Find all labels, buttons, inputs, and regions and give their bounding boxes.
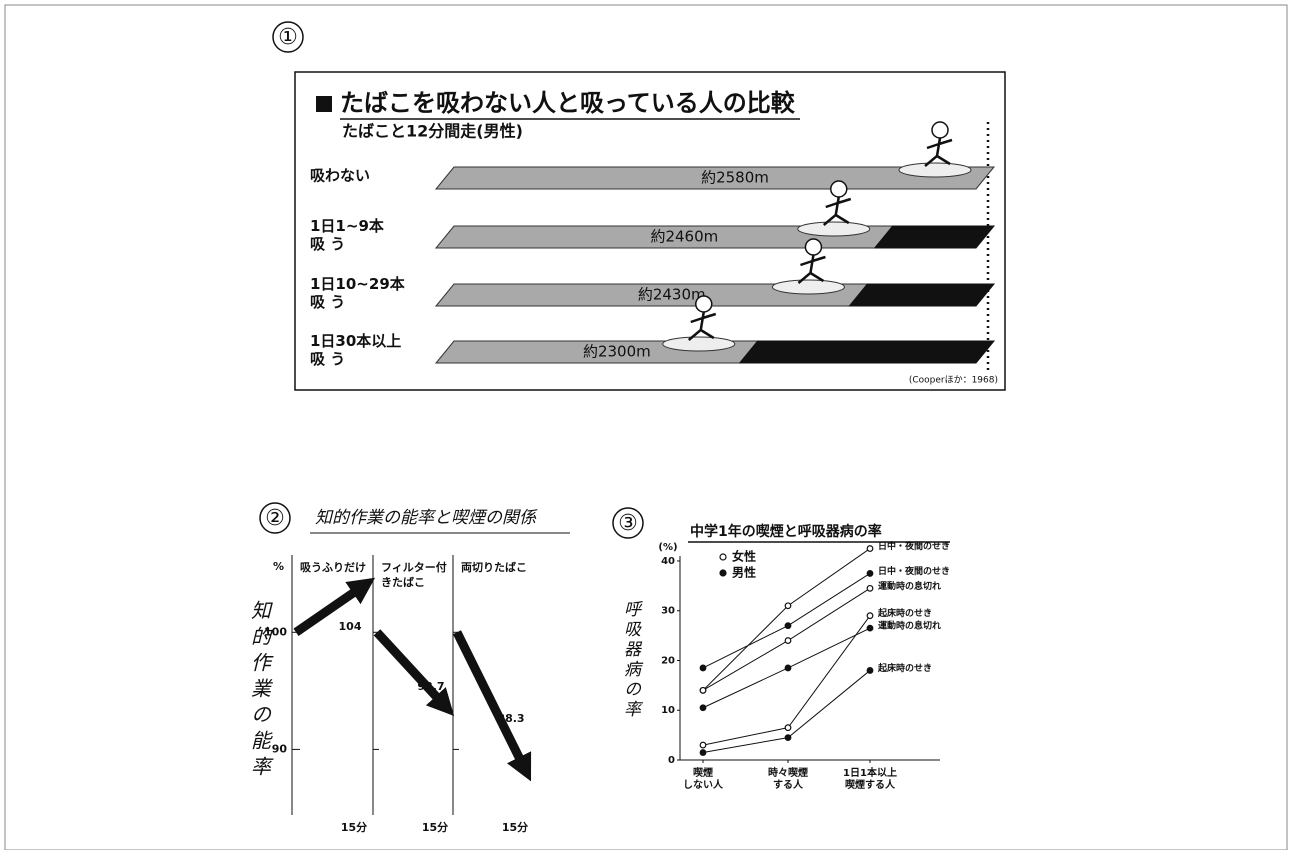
source: (Cooperほか：1968) — [909, 375, 998, 386]
x-tick-label: 喫煙しない人 — [683, 766, 724, 791]
runner-shadow — [798, 222, 870, 236]
row-label: 吸わない — [310, 167, 370, 185]
y-tick-label: 100 — [264, 625, 287, 638]
point — [700, 705, 706, 711]
text-line: 1日1~9本 — [310, 217, 384, 235]
x-tick-label: 15分 — [341, 820, 367, 834]
value-label: 約2300m — [583, 343, 651, 361]
y-tick-label: 0 — [668, 755, 675, 766]
series-label: 日中・夜間のせき — [878, 540, 950, 552]
panel-name: 吸うふりだけ — [300, 560, 370, 575]
y-tick-label: 20 — [661, 655, 675, 666]
deficit-bar — [740, 341, 994, 363]
chart-title: 知的作業の能率と喫煙の関係 — [315, 508, 538, 528]
legend-marker — [720, 570, 726, 576]
text-line: 1日1本以上 — [843, 766, 897, 779]
point — [785, 725, 791, 731]
chart-number: ③ — [618, 511, 638, 536]
text-line: 1日10~29本 — [310, 275, 405, 293]
series-label: 運動時の息切れ — [878, 580, 941, 592]
text-line: 喫煙する人 — [845, 778, 896, 791]
canvas: ① たばこを吸わない人と吸っている人の比較たばこと12分間走(男性) (Cooper… — [0, 0, 1292, 850]
text-line: 喫煙 — [693, 766, 713, 779]
text-line: 吸 う — [310, 293, 345, 311]
text-line: しない人 — [683, 778, 724, 791]
page: ① たばこを吸わない人と吸っている人の比較たばこと12分間走(男性) (Cooper… — [0, 0, 1292, 850]
y-tick-label: 30 — [661, 606, 675, 617]
legend-label: 男性 — [732, 565, 756, 580]
point — [700, 742, 706, 748]
chart-number: ① — [278, 25, 298, 50]
point — [785, 665, 791, 671]
chart-title: 中学1年の喫煙と呼吸器病の率 — [690, 523, 882, 540]
text-line: 時々喫煙 — [768, 766, 808, 779]
runner-shadow — [772, 280, 844, 294]
series-line — [703, 573, 870, 668]
text-line: する人 — [773, 778, 804, 791]
value-label: 約2460m — [650, 228, 718, 246]
point — [785, 638, 791, 644]
value-label: 104 — [339, 620, 362, 633]
value-label: 約2580m — [701, 169, 769, 187]
effect-arrow — [457, 632, 525, 769]
panel-name: 両切りたばこ — [461, 560, 531, 575]
y-unit: % — [273, 560, 284, 573]
effect-arrow — [377, 632, 445, 706]
chart-title: たばこを吸わない人と吸っている人の比較 — [340, 89, 796, 117]
point — [867, 586, 873, 592]
value-label: 約2430m — [638, 286, 706, 304]
y-tick-label: 40 — [661, 556, 675, 567]
x-tick-label: 15分 — [422, 820, 448, 834]
title-square — [316, 96, 332, 112]
series-label: 起床時のせき — [877, 607, 932, 619]
point — [867, 625, 873, 631]
x-tick-label: 1日1本以上喫煙する人 — [843, 766, 897, 791]
y-tick-label: 90 — [272, 742, 288, 755]
point — [867, 571, 873, 577]
text-line: 吸 う — [310, 350, 345, 368]
deficit-bar — [849, 284, 994, 306]
x-tick-label: 時々喫煙する人 — [768, 766, 808, 791]
chart-number: ② — [265, 506, 285, 531]
series-label: 日中・夜間のせき — [878, 565, 950, 577]
chart-subtitle: たばこと12分間走(男性) — [342, 122, 523, 141]
point — [700, 750, 706, 756]
value-label: 88.3 — [497, 712, 524, 725]
runner-head — [831, 181, 847, 197]
deficit-bar — [875, 226, 994, 248]
y-axis-label: 呼吸器病の率 — [620, 600, 641, 720]
y-unit: (%) — [658, 542, 677, 553]
point — [867, 613, 873, 619]
point — [867, 668, 873, 674]
runner-head — [932, 122, 948, 138]
point — [700, 665, 706, 671]
x-tick-label: 15分 — [502, 820, 528, 834]
legend-label: 女性 — [732, 549, 756, 564]
series-label: 起床時のせき — [877, 662, 932, 674]
point — [700, 688, 706, 694]
value-label: 93.7 — [417, 680, 444, 693]
point — [785, 603, 791, 609]
runner-head — [696, 296, 712, 312]
point — [785, 735, 791, 741]
runner-head — [805, 239, 821, 255]
text-line: 吸 う — [310, 235, 345, 253]
y-tick-label: 10 — [661, 705, 675, 716]
point — [867, 546, 873, 552]
runner-shadow — [663, 337, 735, 351]
panel-name: フィルター付きたばこ — [381, 560, 451, 590]
series-label: 運動時の息切れ — [878, 620, 941, 632]
text-line: 1日30本以上 — [310, 332, 401, 350]
legend-marker — [720, 554, 726, 560]
point — [785, 623, 791, 629]
runner-shadow — [899, 163, 971, 177]
